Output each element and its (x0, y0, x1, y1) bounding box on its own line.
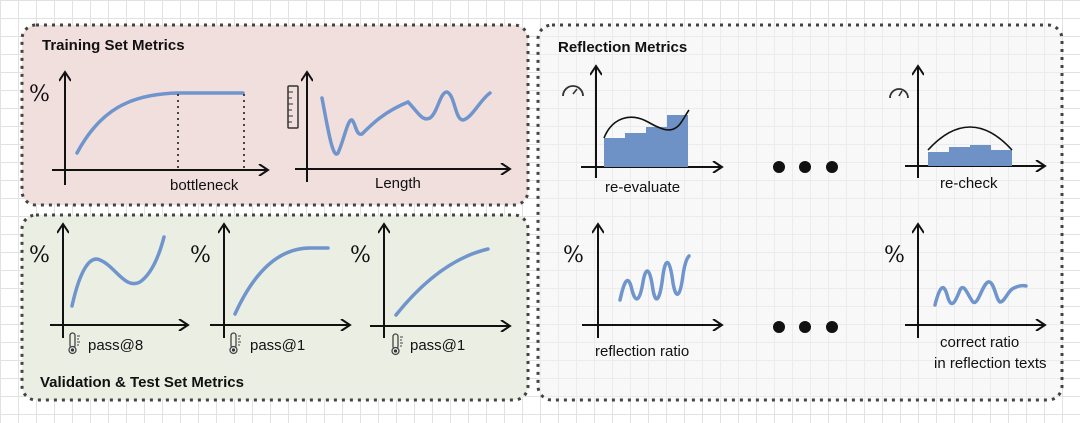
validation-chart-pass1-b: % pass@1 (350, 224, 510, 356)
histogram-bar (646, 127, 667, 167)
histogram-bar (667, 115, 688, 167)
reflection-title: Reflection Metrics (558, 39, 687, 56)
gauge-icon (562, 85, 584, 97)
thermometer-icon (229, 332, 241, 355)
ellipsis-bottom (773, 321, 838, 333)
validation-chart-pass8: % pass@8 (29, 224, 188, 355)
accuracy-curve (75, 91, 245, 155)
reflection-panel: Reflection Metrics re-evaluate (536, 23, 1064, 402)
percent-symbol: % (29, 243, 50, 268)
gauge-icon (889, 88, 909, 99)
ellipsis-dot (773, 161, 785, 173)
ruler-icon (287, 85, 299, 129)
percent-symbol: % (563, 243, 584, 268)
x-label-pass8: pass@8 (88, 337, 143, 354)
percent-symbol: % (350, 243, 371, 268)
validation-panel: Validation & Test Set Metrics % pass@8 % (20, 213, 530, 402)
reflection-chart-correct-ratio: % correct ratio in reflection texts (884, 224, 1047, 372)
ellipsis-dot (826, 161, 838, 173)
histogram-bar (625, 133, 646, 167)
pass8-curve (70, 235, 166, 308)
x-label-reflection-ratio: reflection ratio (595, 343, 689, 360)
validation-title: Validation & Test Set Metrics (40, 374, 244, 391)
validation-panel-border (20, 213, 530, 402)
percent-symbol: % (29, 82, 50, 107)
thermometer-icon (68, 332, 80, 355)
x-label-pass1: pass@1 (410, 337, 465, 354)
training-panel-border (20, 23, 530, 207)
ellipsis-dot (799, 161, 811, 173)
training-chart-length: Length (287, 72, 510, 192)
x-label-bottleneck: bottleneck (170, 177, 239, 194)
x-label-in-reflection-texts: in reflection texts (934, 355, 1047, 372)
reflection-chart-reflection-ratio: % reflection ratio (563, 224, 722, 360)
thermometer-icon (391, 333, 403, 356)
reflection-ratio-curve (618, 254, 691, 302)
training-title: Training Set Metrics (42, 37, 185, 54)
percent-symbol: % (190, 243, 211, 268)
histogram-bar (970, 145, 991, 166)
pass1-curve (394, 247, 490, 317)
x-label-length: Length (375, 175, 421, 192)
x-label-re-check: re-check (940, 175, 998, 192)
ellipsis-dot (773, 321, 785, 333)
percent-symbol: % (884, 243, 905, 268)
pass1-curve (233, 246, 330, 316)
x-label-re-evaluate: re-evaluate (605, 179, 680, 196)
validation-chart-pass1-a: % pass@1 (190, 224, 350, 355)
histogram-bar (604, 138, 625, 167)
distribution-curve (927, 126, 1013, 151)
ellipsis-top (773, 161, 838, 173)
distribution-curve (603, 109, 690, 139)
training-chart-bottleneck: % bottleneck (29, 72, 268, 194)
reflection-chart-re-check: re-check (889, 66, 1045, 192)
histogram-bar (949, 147, 970, 166)
correct-ratio-curve (933, 280, 1028, 307)
ellipsis-dot (826, 321, 838, 333)
histogram-bar (928, 152, 949, 166)
length-curve (320, 90, 492, 156)
ellipsis-dot (799, 321, 811, 333)
histogram-bar (991, 150, 1012, 166)
reflection-chart-re-evaluate: re-evaluate (562, 66, 722, 196)
x-label-pass1: pass@1 (250, 337, 305, 354)
training-panel: Training Set Metrics % bottleneck Length (20, 23, 530, 207)
x-label-correct-ratio: correct ratio (940, 334, 1019, 351)
